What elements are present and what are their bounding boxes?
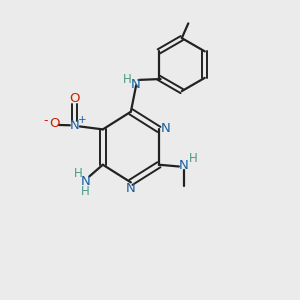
Text: H: H [123, 74, 132, 86]
Text: H: H [74, 167, 83, 180]
Text: N: N [126, 182, 136, 195]
Text: N: N [179, 159, 188, 172]
Text: N: N [131, 78, 140, 91]
Text: O: O [49, 117, 60, 130]
Text: -: - [44, 114, 48, 127]
Text: H: H [189, 152, 198, 165]
Text: +: + [78, 115, 86, 125]
Text: N: N [81, 175, 91, 188]
Text: N: N [70, 119, 80, 132]
Text: N: N [160, 122, 170, 135]
Text: O: O [70, 92, 80, 105]
Text: H: H [81, 185, 90, 198]
